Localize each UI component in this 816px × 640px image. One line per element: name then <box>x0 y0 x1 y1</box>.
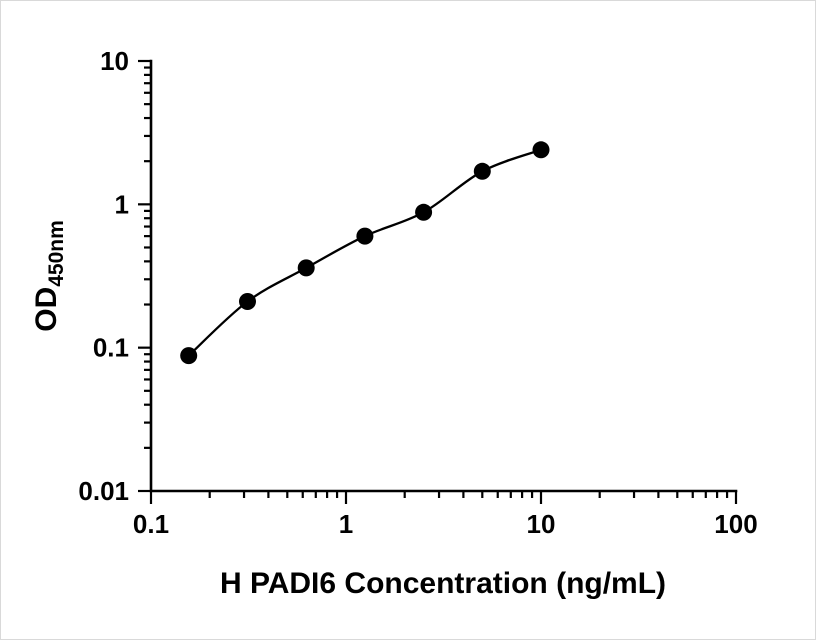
x-tick-label: 1 <box>339 509 353 539</box>
y-axis-title: OD450nm <box>30 220 68 332</box>
x-axis-title: H PADI6 Concentration (ng/mL) <box>220 567 666 600</box>
data-point <box>473 162 491 180</box>
y-tick-label: 0.01 <box>78 476 129 506</box>
y-tick-label: 10 <box>100 46 129 76</box>
data-point <box>532 141 550 159</box>
data-point <box>415 203 433 221</box>
data-point <box>297 259 315 277</box>
x-tick-label: 0.1 <box>133 509 169 539</box>
data-point <box>180 347 198 365</box>
y-axis-title-main: OD <box>30 287 63 332</box>
data-point <box>356 227 374 245</box>
fit-curve <box>187 148 542 357</box>
y-tick-label: 0.1 <box>93 333 129 363</box>
y-tick-label: 1 <box>115 189 129 219</box>
data-point <box>239 293 256 310</box>
x-tick-label: 100 <box>714 509 757 539</box>
x-tick-label: 10 <box>527 509 556 539</box>
y-axis-title-sub: 450nm <box>45 220 68 287</box>
axis-lines <box>149 59 738 493</box>
